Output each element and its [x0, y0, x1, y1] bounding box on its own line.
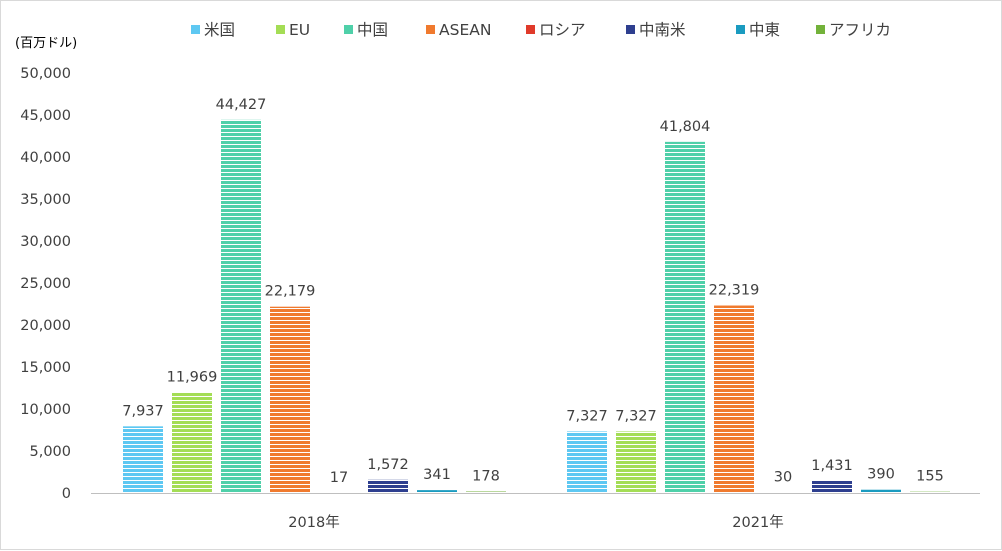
bar [466, 492, 506, 493]
x-axis: 2018年 2021年 [91, 494, 980, 532]
legend-swatch-2 [344, 25, 353, 34]
data-label: 1,572 [367, 457, 409, 473]
data-label: 390 [867, 467, 895, 483]
y-tick-label: 5,000 [29, 444, 71, 460]
bar [665, 142, 705, 493]
y-tick-label: 35,000 [20, 192, 71, 208]
legend-label-6: 中東 [749, 21, 780, 39]
bar [812, 481, 852, 493]
bar [270, 307, 310, 493]
legend-swatch-4 [526, 25, 535, 34]
data-label: 41,804 [660, 119, 711, 135]
y-tick-label: 10,000 [20, 402, 71, 418]
legend-label-7: アフリカ [829, 21, 891, 39]
bar [123, 426, 163, 493]
y-tick-label: 20,000 [20, 318, 71, 334]
bar [567, 431, 607, 493]
legend-swatch-5 [626, 25, 635, 34]
legend-label-3: ASEAN [439, 21, 491, 39]
y-tick-label: 0 [62, 486, 71, 502]
legend-swatch-3 [426, 25, 435, 34]
bars [123, 120, 950, 493]
bar [714, 306, 754, 493]
data-label: 22,319 [709, 283, 760, 299]
data-label: 155 [916, 469, 944, 485]
bar [861, 490, 901, 493]
bar [221, 120, 261, 493]
legend-label-0: 米国 [204, 21, 235, 39]
legend-swatch-7 [816, 25, 825, 34]
bar [417, 490, 457, 493]
data-label: 341 [423, 467, 451, 483]
legend-label-1: EU [289, 21, 310, 39]
data-label: 30 [774, 470, 792, 486]
y-tick-label: 25,000 [20, 276, 71, 292]
data-label: 22,179 [265, 284, 316, 300]
data-label: 1,431 [811, 458, 853, 474]
data-label: 7,937 [122, 403, 164, 419]
legend-swatch-0 [191, 25, 200, 34]
legend-swatch-1 [276, 25, 285, 34]
data-label: 11,969 [167, 369, 218, 385]
y-tick-label: 30,000 [20, 234, 71, 250]
legend-swatch-6 [736, 25, 745, 34]
y-tick-label: 45,000 [20, 108, 71, 124]
bar [910, 492, 950, 493]
data-label: 17 [330, 470, 348, 486]
bar [172, 392, 212, 493]
y-tick-label: 15,000 [20, 360, 71, 376]
bar [368, 480, 408, 493]
legend-label-2: 中国 [357, 21, 388, 39]
data-label: 44,427 [216, 97, 267, 113]
legend-label-4: ロシア [539, 21, 586, 39]
legend: 米国 EU 中国 ASEAN ロシア 中南米 中東 アフリカ [191, 21, 891, 39]
y-tick-label: 40,000 [20, 150, 71, 166]
y-tick-label: 50,000 [20, 66, 71, 82]
y-axis: 0 5,000 10,000 15,000 20,000 25,000 30,000 35,0… [20, 66, 71, 502]
bar [616, 431, 656, 493]
y-axis-unit-label: (百万ドル) [15, 36, 77, 51]
data-label: 7,327 [566, 408, 608, 424]
data-label: 178 [472, 469, 500, 485]
legend-label-5: 中南米 [639, 21, 686, 39]
data-label: 7,327 [615, 408, 657, 424]
x-category-label: 2018年 [288, 514, 339, 531]
x-category-label: 2021年 [732, 514, 783, 531]
